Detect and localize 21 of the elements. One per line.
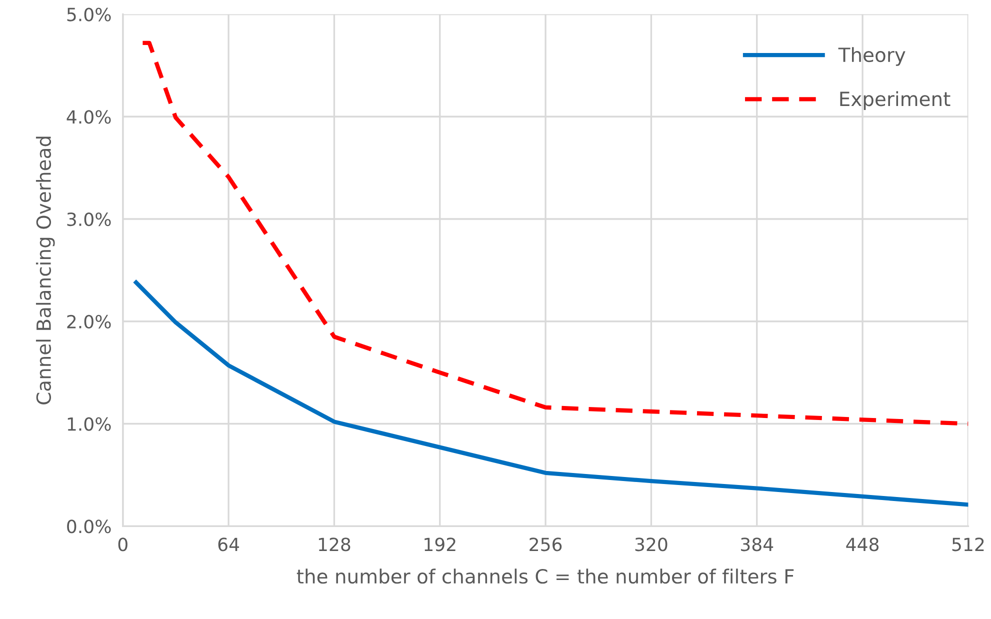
x-tick-label: 0 — [118, 538, 128, 552]
x-tick-label: 128 — [318, 538, 350, 552]
y-tick-label: 4.0% — [66, 110, 111, 124]
y-tick-label: 1.0% — [68, 417, 111, 431]
legend-label: Theory — [838, 47, 906, 66]
x-tick-label: 320 — [635, 538, 668, 552]
y-tick-label: 0.0% — [67, 520, 111, 534]
x-tick-label: 512 — [952, 538, 984, 552]
legend-label: Experiment — [840, 91, 950, 110]
y-tick-label: 5.0% — [67, 8, 111, 22]
x-axis-title: the number of channels C = the number of filters F — [296, 568, 794, 584]
x-tick-label: 256 — [530, 538, 562, 552]
x-tick-label: 448 — [846, 538, 879, 552]
line-series — [134, 280, 968, 507]
x-tick-label: 192 — [424, 538, 456, 552]
x-tick-label: 384 — [741, 538, 774, 552]
line-series — [140, 40, 968, 426]
y-tick-label: 3.0% — [67, 212, 111, 226]
y-axis-title: Cannel Balancing Overhead — [36, 136, 55, 404]
x-tick-label: 64 — [218, 538, 240, 552]
y-tick-label: 2.0% — [67, 314, 111, 328]
